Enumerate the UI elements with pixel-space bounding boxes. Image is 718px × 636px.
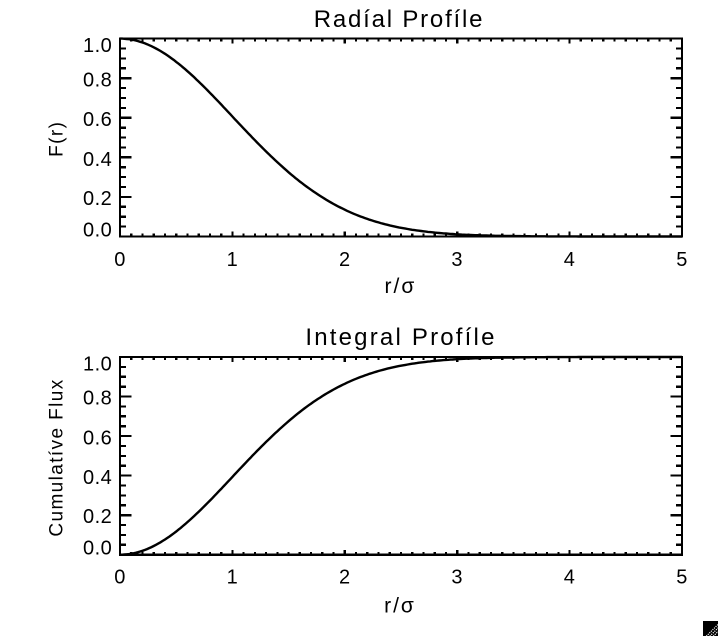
svg-text:0.4: 0.4 — [83, 467, 112, 489]
svg-text:5: 5 — [676, 567, 688, 589]
svg-text:2: 2 — [339, 249, 351, 271]
svg-text:Radíal Profíle: Radíal Profíle — [314, 6, 485, 33]
svg-text:0.4: 0.4 — [83, 149, 112, 171]
svg-text:3: 3 — [451, 567, 463, 589]
svg-text:0.0: 0.0 — [83, 538, 112, 560]
svg-text:0.2: 0.2 — [83, 188, 112, 210]
svg-text:3: 3 — [451, 249, 463, 271]
svg-text:Integral Profíle: Integral Profíle — [305, 324, 496, 351]
svg-text:0.8: 0.8 — [83, 69, 112, 91]
svg-text:0.6: 0.6 — [83, 109, 112, 131]
svg-text:1.0: 1.0 — [83, 353, 112, 375]
svg-text:1: 1 — [227, 567, 239, 589]
svg-text:r/σ: r/σ — [385, 275, 417, 298]
svg-text:F(r): F(r) — [47, 121, 68, 157]
svg-text:Cumulatíve Flux: Cumulatíve Flux — [46, 378, 67, 536]
svg-text:0.6: 0.6 — [83, 428, 112, 450]
svg-text:1.0: 1.0 — [83, 35, 112, 57]
svg-text:5: 5 — [676, 249, 688, 271]
svg-text:0.8: 0.8 — [83, 388, 112, 410]
svg-text:0.2: 0.2 — [83, 506, 112, 528]
svg-text:0: 0 — [114, 567, 126, 589]
svg-text:4: 4 — [564, 567, 576, 589]
svg-text:0: 0 — [114, 249, 126, 271]
svg-text:2: 2 — [339, 567, 351, 589]
svg-text:r/σ: r/σ — [384, 595, 416, 618]
svg-text:1: 1 — [227, 249, 239, 271]
svg-text:0.0: 0.0 — [83, 219, 112, 241]
svg-text:4: 4 — [564, 249, 576, 271]
